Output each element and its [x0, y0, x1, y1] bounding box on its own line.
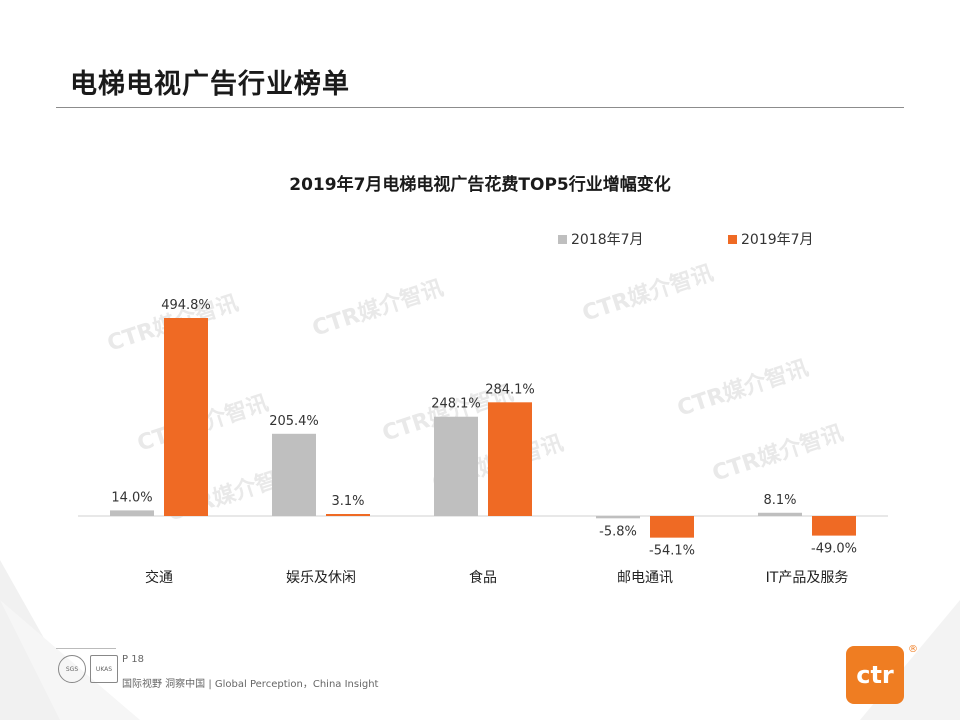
footer-tagline: 国际视野 洞察中国 | Global Perception，China Insi…	[122, 679, 379, 690]
bar-2019-0	[164, 318, 208, 516]
data-label-2018-2: 248.1%	[431, 397, 481, 412]
bar-2018-3	[596, 516, 640, 519]
bar-2018-0	[110, 510, 154, 516]
category-label-4: IT产品及服务	[766, 570, 849, 586]
data-label-2018-1: 205.4%	[269, 414, 319, 429]
bar-2019-3	[650, 516, 694, 538]
legend-swatch-2018	[558, 234, 567, 244]
data-label-2019-4: -49.0%	[811, 542, 857, 557]
legend-item-2019: 2019年7月	[728, 229, 814, 249]
page-number: P 18	[122, 654, 144, 665]
legend-item-2018: 2018年7月	[558, 229, 644, 249]
watermark-text: CTR媒介智讯	[674, 355, 811, 422]
chart-legend: 2018年7月 2019年7月	[0, 229, 960, 249]
bar-2018-2	[434, 416, 478, 516]
category-label-0: 交通	[145, 569, 173, 586]
bar-2018-4	[758, 512, 802, 516]
title-divider	[56, 107, 904, 108]
registered-mark: ®	[908, 644, 918, 655]
watermark-text: CTR媒介智讯	[709, 420, 846, 487]
certification-badges: SGS UKAS	[58, 655, 118, 683]
data-label-2018-0: 14.0%	[111, 490, 152, 505]
category-label-3: 邮电通讯	[617, 570, 673, 586]
bar-2018-1	[272, 433, 316, 516]
watermark-text: CTR媒介智讯	[579, 260, 716, 327]
page-title: 电梯电视广告行业榜单	[70, 69, 350, 100]
ctr-logo: ctr	[846, 646, 904, 704]
legend-swatch-2019	[728, 234, 737, 244]
footer-divider	[56, 648, 116, 649]
legend-label-2019: 2019年7月	[741, 232, 814, 248]
bar-2019-4	[812, 516, 856, 536]
sgs-cert-icon: SGS	[58, 655, 86, 683]
bar-2019-1	[326, 514, 370, 516]
data-label-2019-3: -54.1%	[649, 544, 695, 559]
data-label-2018-3: -5.8%	[599, 524, 637, 539]
ukas-cert-icon: UKAS	[90, 655, 118, 683]
category-label-2: 食品	[469, 569, 497, 586]
data-label-2019-2: 284.1%	[485, 382, 535, 397]
data-label-2019-1: 3.1%	[331, 494, 364, 509]
bar-2019-2	[488, 402, 532, 516]
data-label-2018-4: 8.1%	[763, 493, 796, 508]
chart-title: 2019年7月电梯电视广告花费TOP5行业增幅变化	[289, 175, 671, 195]
data-label-2019-0: 494.8%	[161, 298, 211, 313]
category-label-1: 娱乐及休闲	[286, 570, 356, 586]
watermark-text: CTR媒介智讯	[309, 275, 446, 342]
legend-label-2018: 2018年7月	[571, 232, 644, 248]
